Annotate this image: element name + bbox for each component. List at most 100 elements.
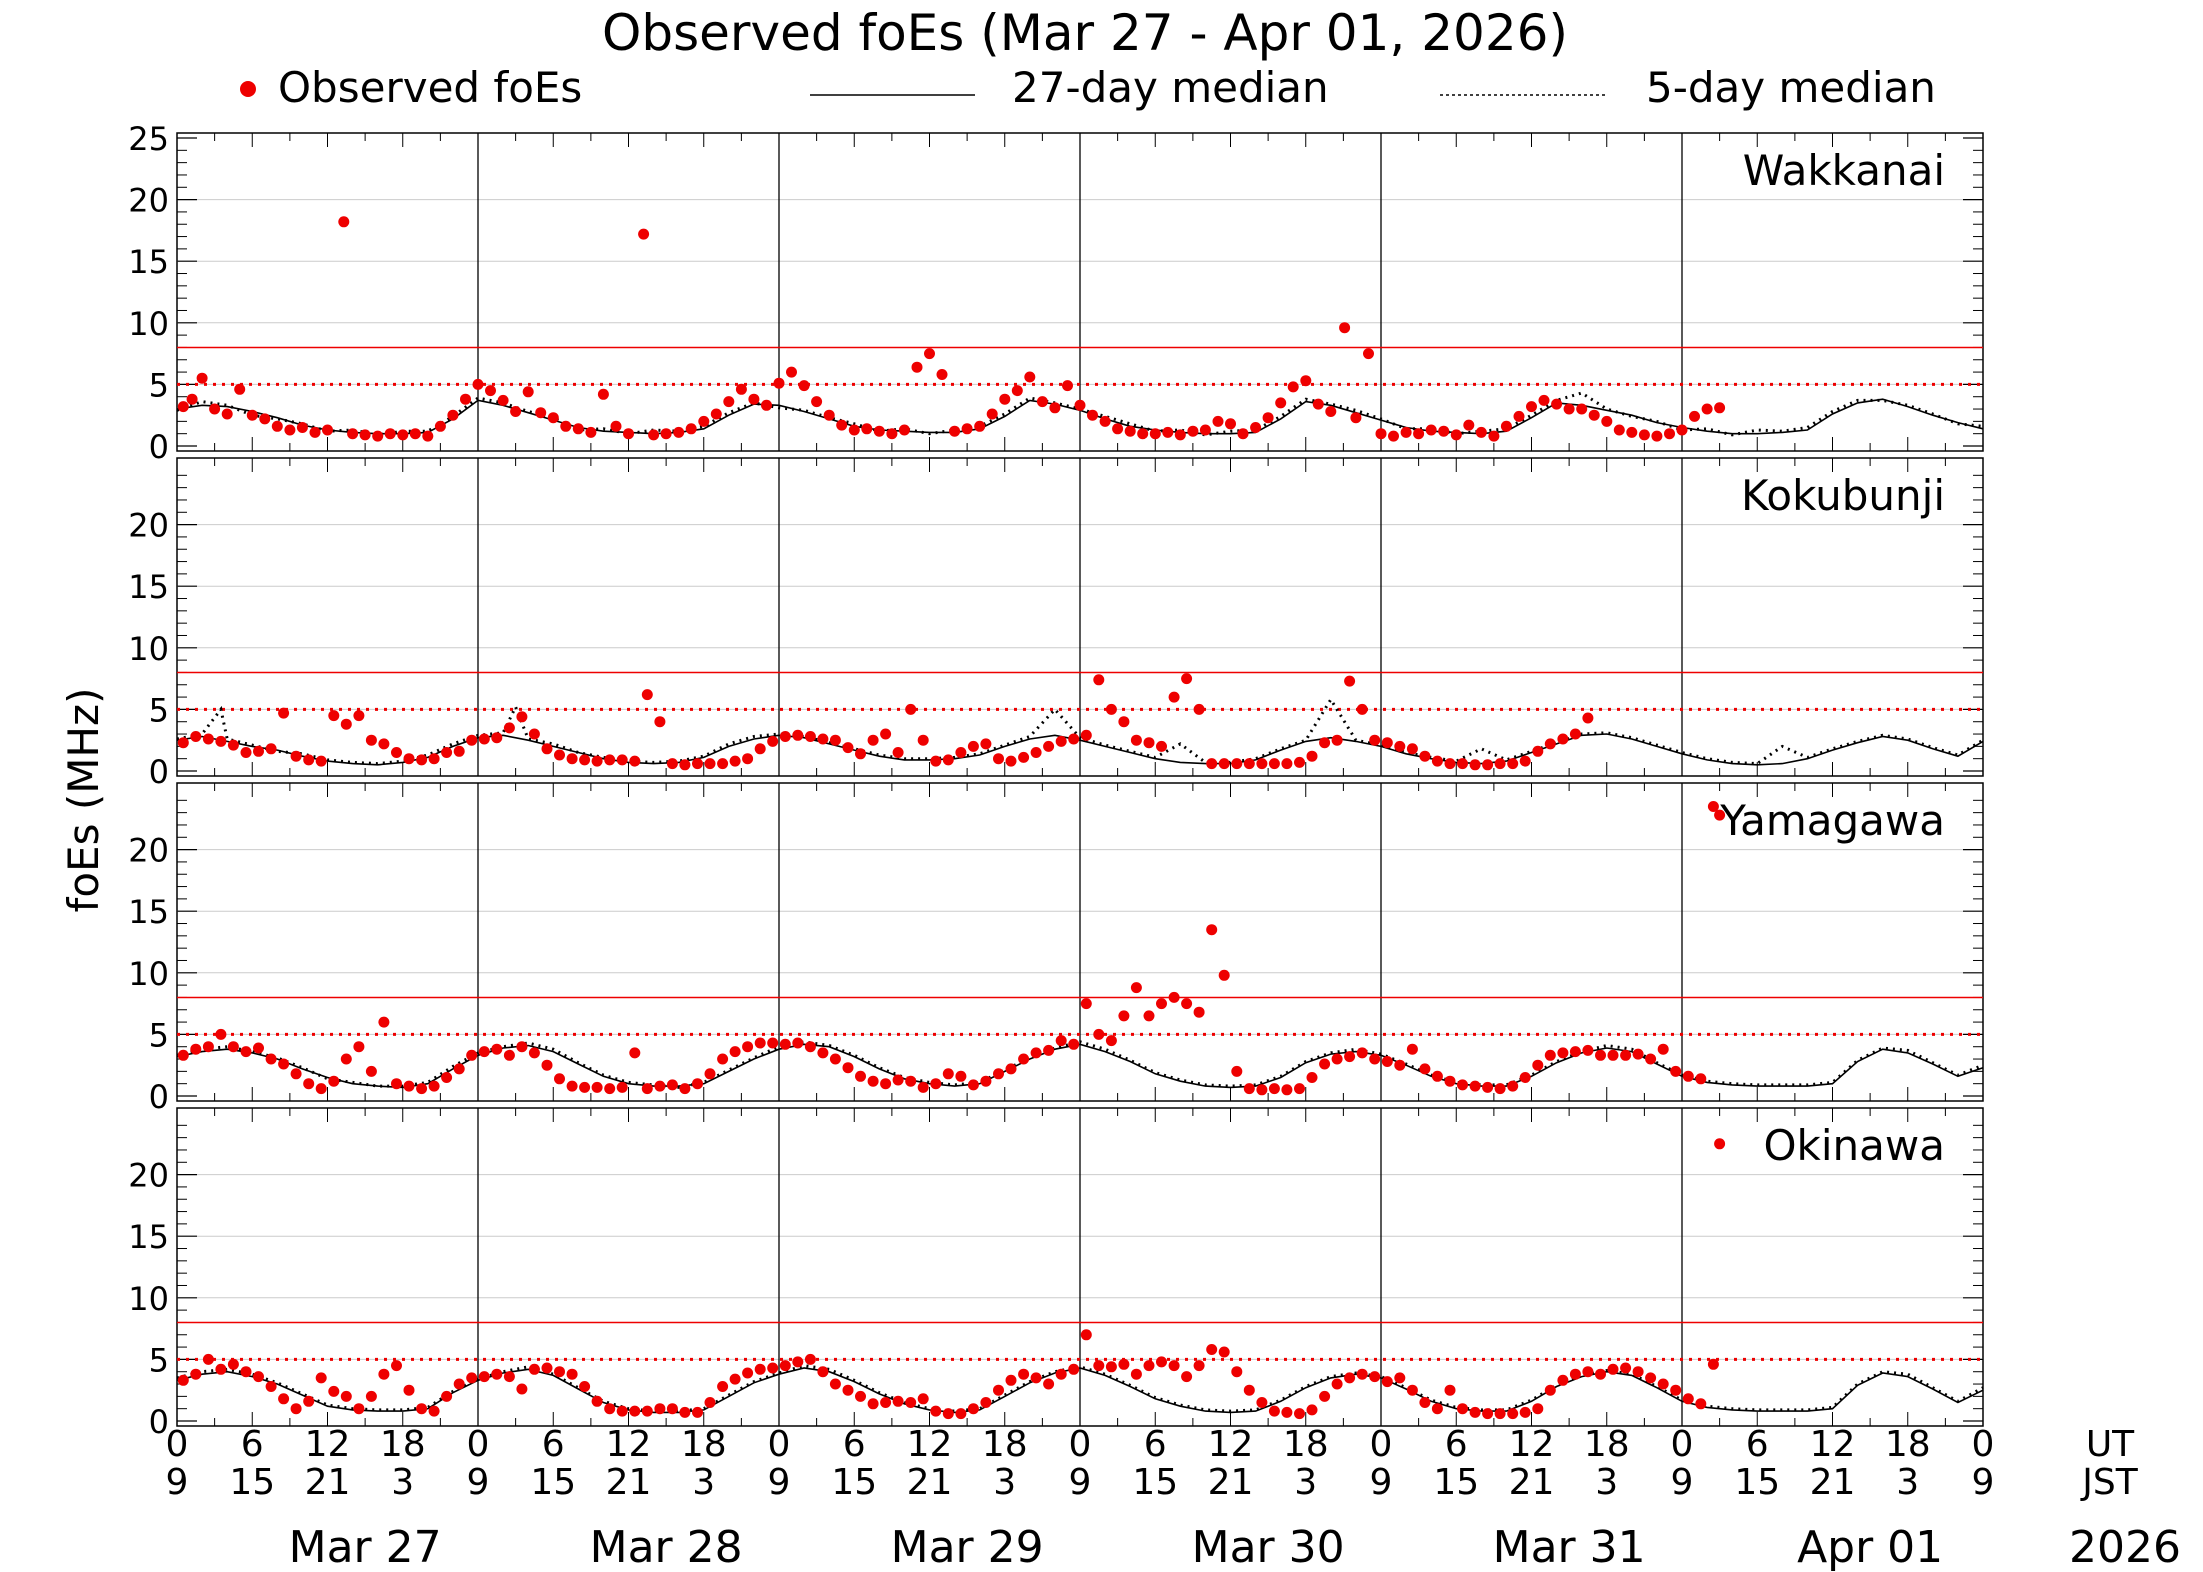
x-tick-label-jst: 21 (1509, 1462, 1555, 1503)
x-tick-label-ut: 0 (768, 1424, 791, 1465)
observed-point (516, 711, 528, 723)
y-tick-label: 20 (128, 1157, 169, 1195)
observed-point (1018, 1053, 1030, 1065)
observed-point (685, 423, 697, 435)
observed-point (829, 1053, 841, 1065)
observed-point (478, 1371, 490, 1383)
observed-point (1199, 424, 1211, 436)
observed-point (1576, 403, 1588, 415)
observed-point (1281, 758, 1293, 770)
observed-point (842, 1384, 854, 1396)
observed-point (528, 728, 540, 740)
observed-point (817, 1366, 829, 1378)
observed-point (704, 1068, 716, 1080)
observed-point (1670, 1065, 1682, 1077)
observed-point (591, 1081, 603, 1093)
observed-point (892, 1395, 904, 1407)
observed-point (942, 1068, 954, 1080)
observed-point (315, 1083, 327, 1095)
observed-point (930, 755, 942, 767)
observed-point (447, 409, 459, 421)
observed-point (253, 745, 264, 757)
observed-point (1645, 1053, 1657, 1065)
observed-point (1080, 998, 1092, 1010)
observed-point (1381, 737, 1393, 749)
observed-point (1569, 1046, 1581, 1058)
observed-point (880, 1397, 892, 1408)
observed-point (986, 408, 998, 420)
observed-point (597, 388, 609, 400)
observed-point (792, 1356, 804, 1368)
observed-point (340, 1390, 352, 1402)
observed-point (1256, 758, 1268, 770)
x-tick-label-ut: 6 (843, 1424, 866, 1465)
y-tick-label: 5 (149, 1016, 169, 1054)
observed-point (1331, 1053, 1343, 1065)
observed-point (215, 1363, 227, 1375)
observed-point (434, 420, 446, 432)
observed-point (842, 1062, 854, 1074)
observed-point (1707, 1358, 1719, 1370)
x-tick-label-jst: 15 (530, 1462, 576, 1503)
observed-point (240, 1366, 252, 1378)
observed-point (804, 731, 816, 742)
observed-point (1620, 1362, 1632, 1374)
observed-point (391, 747, 402, 758)
y-tick-label: 20 (128, 507, 169, 545)
observed-point (804, 1353, 816, 1365)
observed-point (1005, 1063, 1017, 1075)
x-tick-label-ut: 18 (380, 1424, 426, 1465)
observed-point (1369, 734, 1381, 746)
observed-point (754, 1037, 766, 1049)
observed-point (1632, 1366, 1644, 1378)
observed-point (278, 707, 290, 719)
observed-point (1482, 1081, 1494, 1093)
median5-line (176, 1364, 1984, 1413)
observed-point (1507, 1080, 1519, 1092)
observed-point (1218, 1346, 1230, 1358)
observed-point (623, 428, 634, 440)
observed-point (591, 755, 603, 767)
x-tick-label-jst: 15 (831, 1462, 877, 1503)
observed-point (1400, 426, 1412, 438)
observed-point (1444, 1075, 1456, 1087)
observed-point (1419, 750, 1431, 762)
observed-point (842, 742, 854, 754)
observed-point (1457, 758, 1468, 770)
observed-point (1714, 402, 1726, 414)
observed-point (604, 754, 616, 766)
observed-point (767, 735, 779, 747)
observed-point (1350, 412, 1362, 424)
observed-point (1664, 428, 1675, 440)
observed-point (202, 733, 214, 745)
x-tick-label-ut: 0 (1671, 1424, 1694, 1465)
observed-point (993, 1384, 1004, 1396)
observed-point (541, 743, 553, 755)
observed-point (478, 1046, 490, 1058)
observed-point (1532, 1403, 1544, 1415)
observed-point (886, 428, 898, 440)
observed-point (466, 1049, 478, 1061)
observed-point (1469, 1080, 1481, 1092)
observed-point (391, 1078, 402, 1090)
observed-point (215, 735, 227, 747)
observed-point (528, 1363, 540, 1375)
observed-point (315, 1372, 327, 1384)
observed-point (1043, 1378, 1055, 1390)
observed-point (579, 754, 591, 766)
x-tick-label-jst: 9 (1972, 1462, 1995, 1503)
x-tick-label-ut: 0 (166, 1424, 189, 1465)
observed-point (566, 1368, 578, 1380)
observed-point (491, 732, 503, 744)
observed-point (353, 1041, 365, 1053)
observed-point (823, 409, 835, 421)
observed-point (804, 1041, 816, 1053)
observed-point (1538, 394, 1550, 406)
observed-point (1682, 1070, 1694, 1082)
observed-point (1256, 1084, 1268, 1096)
observed-point (1030, 747, 1042, 758)
observed-point (1544, 1049, 1556, 1061)
observed-point (554, 749, 565, 761)
observed-point (1080, 729, 1092, 741)
observed-point (253, 1042, 264, 1054)
